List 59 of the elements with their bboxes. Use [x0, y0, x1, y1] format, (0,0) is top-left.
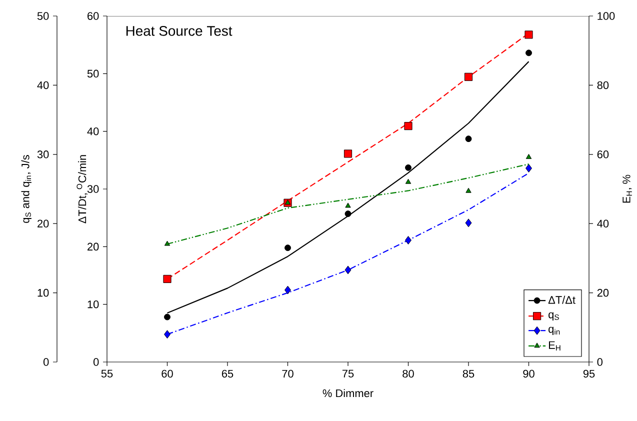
y2-tick-label: 40 [597, 220, 609, 228]
point [163, 274, 172, 283]
y-tick-label: 40 [37, 81, 49, 90]
y-tick-label: 0 [43, 358, 49, 366]
point [344, 210, 352, 218]
y3-tick-label: 50 [87, 70, 99, 78]
y-tick-label: 10 [38, 288, 49, 297]
point [464, 72, 473, 81]
point [164, 240, 170, 246]
y2-tick-label: 20 [597, 288, 609, 297]
x-tick-label: 90 [523, 370, 534, 378]
x-tick-label: 65 [222, 370, 234, 378]
point [526, 50, 532, 56]
x-tick-label: 80 [402, 370, 414, 378]
point [344, 266, 352, 274]
y3-tick-label: 30 [87, 185, 99, 193]
y3-tick-label: 10 [88, 300, 99, 308]
point [164, 314, 170, 320]
y2-axis-title: E$_{H}$, % [622, 174, 632, 203]
point [404, 122, 412, 130]
legend-label: ΔT/Δt [548, 296, 576, 304]
point [284, 286, 291, 294]
point [344, 150, 352, 158]
point [405, 164, 412, 171]
y3-tick-label: 60 [88, 12, 99, 20]
x-tick-label: 75 [342, 370, 354, 378]
x-tick-label: 85 [462, 370, 474, 378]
point [465, 136, 472, 142]
y2-tick-label: 100 [598, 12, 615, 20]
y-axis-title: q$_{S}$ and q$_{in}$, J/s [21, 155, 32, 223]
y3-tick-label: 0 [93, 358, 99, 366]
point [164, 330, 170, 339]
y-tick-label: 50 [37, 12, 49, 20]
x-axis-title: % Dimmer [322, 389, 374, 398]
point [466, 188, 472, 193]
point [345, 202, 351, 208]
text: Heat Source Test [126, 26, 232, 36]
legend-label: q$_{in}$ [548, 326, 560, 335]
x-tick-label: 60 [162, 370, 173, 378]
y3-tick-label: 20 [88, 242, 99, 251]
point [405, 178, 412, 184]
x-tick-label: 95 [583, 370, 595, 378]
y2-tick-label: 80 [597, 81, 609, 90]
legend-label: q$_{S}$ [548, 312, 559, 320]
point [405, 236, 412, 244]
point [526, 154, 532, 159]
legend-label: E$_{H}$ [548, 341, 560, 351]
point [526, 164, 532, 172]
point [465, 218, 472, 228]
y3-tick-label: 40 [87, 127, 99, 136]
point [284, 244, 291, 252]
y-tick-label: 20 [38, 220, 49, 228]
y2-tick-label: 0 [597, 358, 602, 366]
x-tick-label: 55 [101, 370, 113, 378]
y3-axis-title: ΔT/Dt, $^{O}$C/min [76, 155, 88, 224]
x-tick-label: 70 [282, 370, 294, 378]
y-tick-label: 30 [37, 150, 49, 158]
point [524, 30, 533, 39]
y2-tick-label: 60 [597, 150, 609, 158]
